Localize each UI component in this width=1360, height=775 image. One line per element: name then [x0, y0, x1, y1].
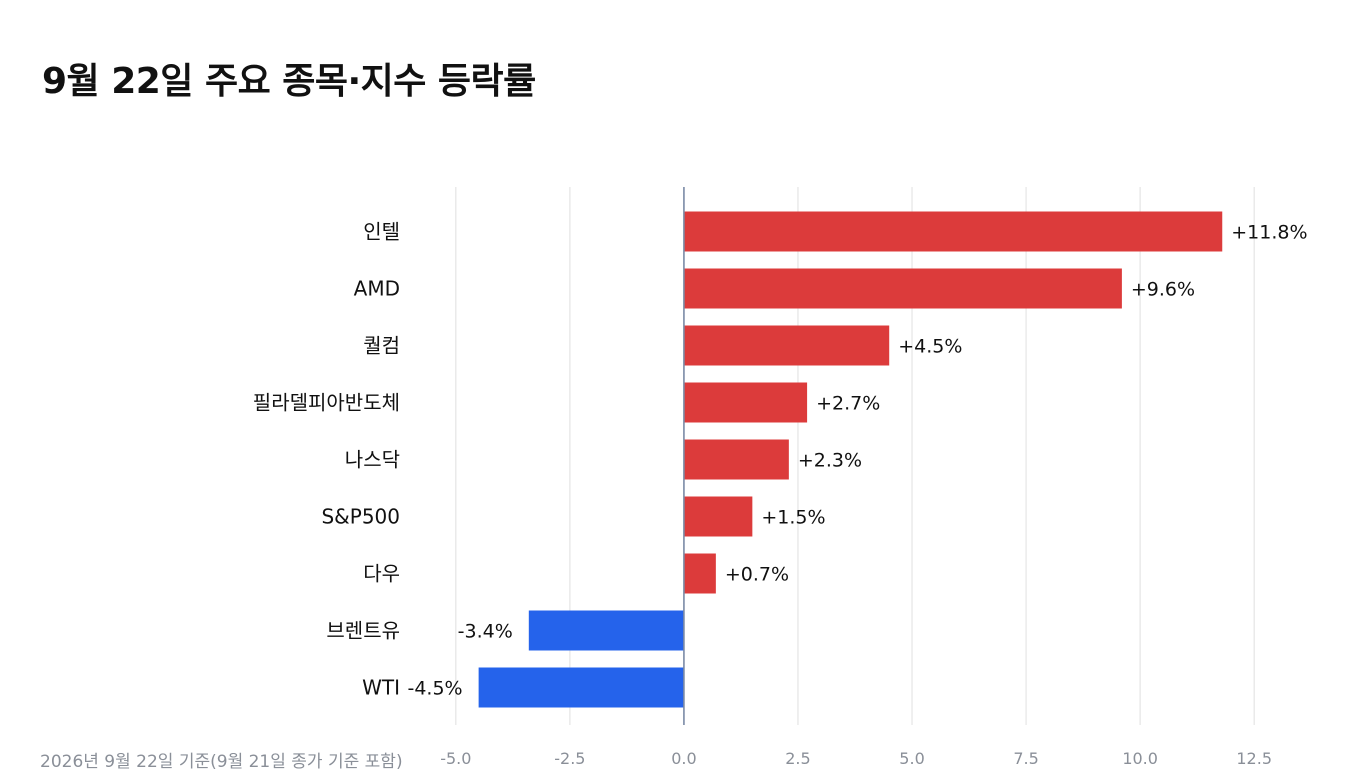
category-label: 필라델피아반도체 — [253, 391, 400, 415]
chart-title: 9월 22일 주요 종목·지수 등락률 — [42, 61, 536, 102]
bar — [528, 610, 684, 651]
x-tick-label: 5.0 — [899, 749, 924, 768]
x-tick-label: 0.0 — [671, 749, 696, 768]
category-label: 퀄컴 — [363, 334, 400, 358]
category-label: 나스닥 — [345, 448, 400, 472]
value-label: +2.7% — [816, 393, 880, 415]
value-label: +9.6% — [1131, 279, 1195, 301]
category-label: AMD — [354, 277, 400, 301]
category-label: 브렌트유 — [326, 619, 400, 643]
value-label: +1.5% — [761, 507, 825, 529]
bar — [683, 211, 1223, 252]
bar — [683, 268, 1122, 309]
category-label: 인텔 — [363, 220, 400, 244]
category-label: 다우 — [363, 562, 400, 586]
x-tick-label: 12.5 — [1236, 749, 1272, 768]
value-label: +4.5% — [898, 336, 962, 358]
category-label: WTI — [362, 676, 400, 700]
bar — [683, 553, 716, 594]
x-tick-label: 10.0 — [1122, 749, 1158, 768]
bar — [683, 496, 753, 537]
x-tick-label: -5.0 — [440, 749, 471, 768]
x-tick-label: -2.5 — [554, 749, 585, 768]
bar — [683, 382, 808, 423]
footnote: 2026년 9월 22일 기준(9월 21일 종가 기준 포함) — [40, 752, 403, 772]
x-tick-labels: -5.0 -2.5 0.0 2.5 5.0 7.5 10.0 12.5 — [440, 749, 1272, 768]
bars — [478, 211, 1223, 708]
category-label: S&P500 — [321, 505, 400, 529]
bar — [683, 325, 890, 366]
value-labels: +11.8% +9.6% +4.5% +2.7% +2.3% +1.5% +0.7% -3.4… — [407, 222, 1307, 700]
value-label: -4.5% — [407, 678, 462, 700]
bar — [478, 667, 684, 708]
x-tick-label: 2.5 — [785, 749, 810, 768]
value-label: +2.3% — [798, 450, 862, 472]
value-label: +11.8% — [1231, 222, 1307, 244]
x-tick-label: 7.5 — [1013, 749, 1038, 768]
value-label: +0.7% — [725, 564, 789, 586]
value-label: -3.4% — [458, 621, 513, 643]
bar — [683, 439, 789, 480]
